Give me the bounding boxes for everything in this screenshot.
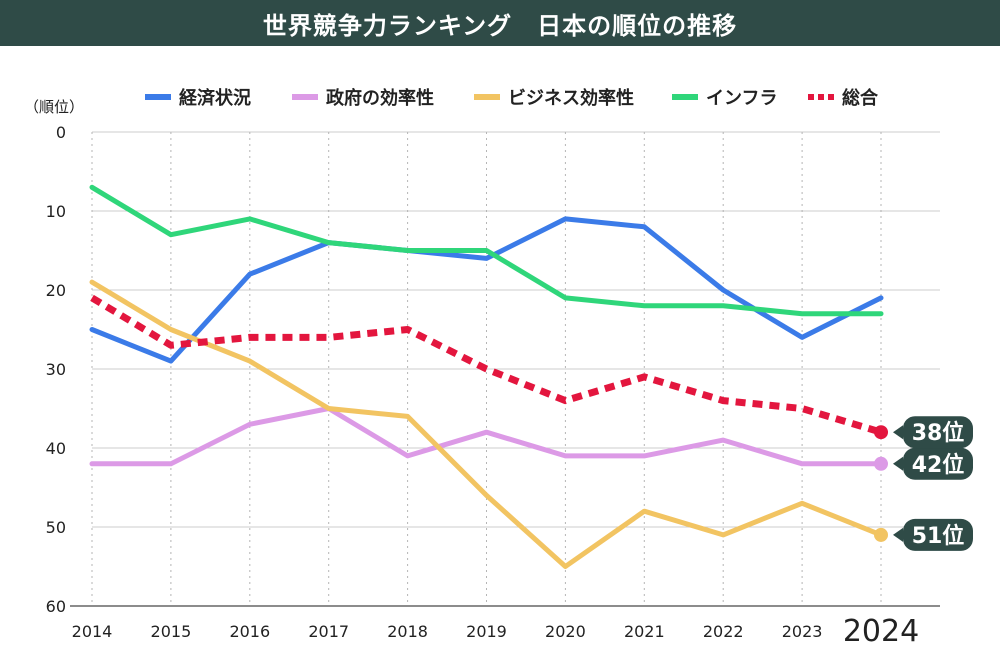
end-point-marker (874, 425, 888, 440)
series-line (89, 406, 884, 467)
chart-title: 世界競争力ランキング 日本の順位の推移 (0, 0, 1000, 46)
legend-label: 総合 (842, 87, 879, 109)
badge-pointer (893, 527, 903, 542)
x-tick-label: 2021 (624, 622, 665, 641)
rank-badge (903, 416, 973, 449)
legend-label: ビジネス効率性 (508, 87, 634, 109)
x-tick-label: 2016 (229, 622, 270, 641)
x-tick-label: 2018 (387, 622, 428, 641)
legend-label: インフラ (706, 88, 777, 109)
series-line (90, 294, 883, 436)
legend-label: 経済状況 (179, 87, 251, 109)
y-tick-label: 50 (46, 518, 66, 537)
y-tick-label: 10 (46, 202, 66, 221)
x-tick-label-highlight: 2024 (843, 614, 919, 649)
rank-badge-label: 42位 (912, 452, 965, 478)
series-line (89, 216, 884, 364)
badge-pointer (893, 456, 903, 471)
end-point-marker (874, 456, 888, 471)
rank-badge-label: 51位 (912, 523, 965, 549)
legend-label: 政府の効率性 (326, 87, 434, 109)
y-tick-label: 60 (46, 597, 66, 616)
y-tick-label: 0 (56, 123, 66, 142)
badge-pointer (893, 425, 903, 440)
rank-badge-label: 38位 (912, 420, 965, 446)
series-line (89, 184, 884, 317)
x-tick-label: 2015 (151, 622, 192, 641)
y-tick-label: 40 (46, 439, 66, 458)
series-line (89, 279, 884, 569)
x-tick-label: 2023 (782, 622, 823, 641)
x-tick-label: 2020 (545, 622, 586, 641)
rank-badge (903, 518, 973, 551)
rank-badge (903, 447, 973, 480)
y-axis-label: （順位） (24, 98, 84, 116)
y-tick-label: 20 (46, 281, 66, 300)
x-tick-label: 2017 (308, 622, 349, 641)
y-tick-label: 30 (46, 360, 66, 379)
x-tick-label: 2022 (703, 622, 744, 641)
x-tick-label: 2014 (72, 622, 113, 641)
x-tick-label: 2019 (466, 622, 507, 641)
end-point-marker (874, 527, 888, 542)
